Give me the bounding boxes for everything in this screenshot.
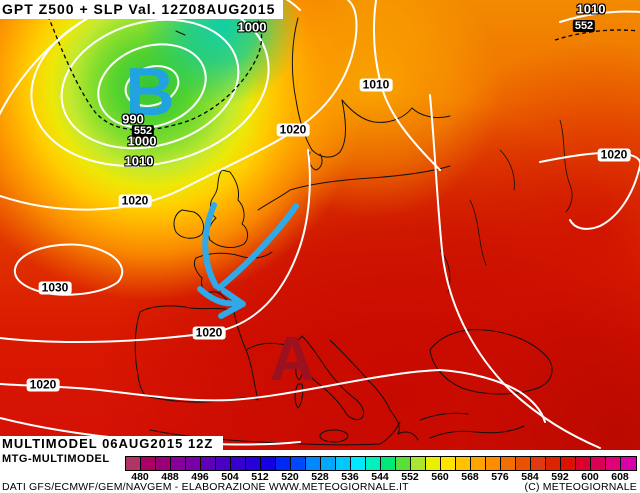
colorbar-tick: 512 — [251, 471, 269, 483]
isobar-label: 1000 — [237, 19, 267, 35]
isobar-label: 1010 — [576, 1, 606, 17]
isobar-label: 1020 — [26, 378, 60, 392]
colorbar-cell — [576, 457, 591, 470]
colorbar-cell — [591, 457, 606, 470]
colorbar-cell — [336, 457, 351, 470]
colorbar-tick: 504 — [221, 471, 239, 483]
isobar-label: 1010 — [359, 78, 393, 92]
model-name-label: MTG-MULTIMODEL — [2, 453, 110, 465]
height-color-field — [0, 0, 640, 450]
height-colorbar — [125, 456, 637, 471]
isobar-label: 1020 — [597, 148, 631, 162]
colorbar-cell — [171, 457, 186, 470]
colorbar-tick: 488 — [161, 471, 179, 483]
colorbar-tick: 544 — [371, 471, 389, 483]
isobar-label: 1020 — [276, 123, 310, 137]
high-pressure-letter-a: A — [269, 325, 315, 394]
isobar-label: 1010 — [124, 153, 154, 169]
model-run-label: MULTIMODEL 06AUG2015 12Z — [0, 436, 224, 452]
colorbar-cell — [306, 457, 321, 470]
colorbar-cell — [246, 457, 261, 470]
coastlines — [134, 17, 573, 446]
colorbar-tick: 608 — [611, 471, 629, 483]
colorbar-cell — [186, 457, 201, 470]
isobar-label: 990 — [122, 111, 144, 127]
colorbar-tick: 520 — [281, 471, 299, 483]
colorbar-cell — [606, 457, 621, 470]
colorbar-tick: 584 — [521, 471, 539, 483]
z500-dashed-contours — [47, 13, 639, 131]
colorbar-cell — [426, 457, 441, 470]
colorbar-tick: 480 — [131, 471, 149, 483]
colorbar-cell — [291, 457, 306, 470]
colorbar-cell — [156, 457, 171, 470]
colorbar-tick: 528 — [311, 471, 329, 483]
flow-arrow-icon — [197, 202, 299, 319]
footer-bar: MTG-MULTIMODEL 480 488 496 504 512 520 528 536 5… — [0, 450, 640, 493]
colorbar-tick: 592 — [551, 471, 569, 483]
colorbar-cell — [201, 457, 216, 470]
isobar-label: 1000 — [127, 133, 157, 149]
isobar-label: 552 — [131, 125, 155, 137]
colorbar-cell — [366, 457, 381, 470]
colorbar-cell — [126, 457, 141, 470]
colorbar-tick: 576 — [491, 471, 509, 483]
colorbar-cell — [546, 457, 561, 470]
colorbar-cell — [216, 457, 231, 470]
colorbar-cell — [411, 457, 426, 470]
copyright-label: (C) METEOGIORNALE — [524, 481, 637, 493]
colorbar-cell — [321, 457, 336, 470]
colorbar-cell — [621, 457, 636, 470]
colorbar-tick: 552 — [401, 471, 419, 483]
colorbar-tick: 560 — [431, 471, 449, 483]
low-pressure-letter-b: B — [125, 54, 175, 130]
colorbar-cell — [276, 457, 291, 470]
colorbar-cell — [456, 457, 471, 470]
chart-title: GPT Z500 + SLP Val. 12Z08AUG2015 — [0, 0, 284, 19]
isobar-label: 1020 — [192, 326, 226, 340]
europe-weather-map — [0, 0, 640, 450]
colorbar-cell — [261, 457, 276, 470]
colorbar-cell — [471, 457, 486, 470]
colorbar-tick-labels: 480 488 496 504 512 520 528 536 544 552 560 568 576 5… — [125, 471, 635, 483]
colorbar-cell — [381, 457, 396, 470]
colorbar-cell — [141, 457, 156, 470]
colorbar-cell — [231, 457, 246, 470]
colorbar-tick: 600 — [581, 471, 599, 483]
colorbar-tick: 496 — [191, 471, 209, 483]
colorbar-cell — [516, 457, 531, 470]
colorbar-tick: 536 — [341, 471, 359, 483]
colorbar-cell — [351, 457, 366, 470]
isobar-label: 1030 — [38, 281, 72, 295]
isobar-label: 1020 — [118, 194, 152, 208]
colorbar-cell — [561, 457, 576, 470]
colorbar-cell — [441, 457, 456, 470]
colorbar-cell — [396, 457, 411, 470]
colorbar-cell — [501, 457, 516, 470]
credits-label: DATI GFS/ECMWF/GEM/NAVGEM - ELABORAZIONE… — [2, 481, 409, 493]
isobar-label: 552 — [572, 20, 596, 32]
colorbar-cell — [486, 457, 501, 470]
colorbar-cell — [531, 457, 546, 470]
colorbar-tick: 568 — [461, 471, 479, 483]
